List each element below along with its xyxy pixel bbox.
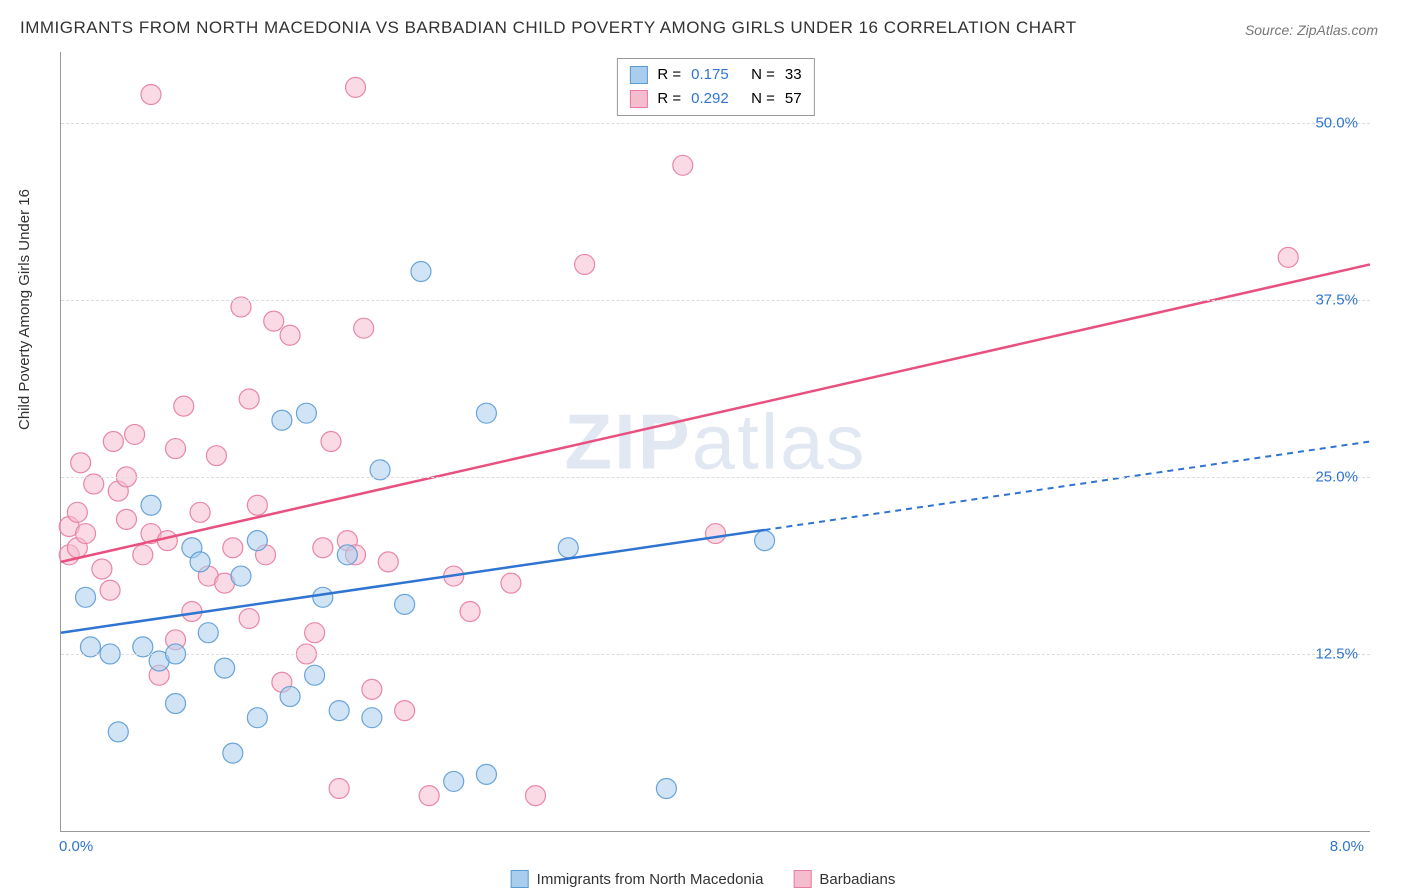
legend-stats-box: R = 0.175 N = 33 R = 0.292 N = 57 bbox=[616, 58, 814, 116]
legend-swatch-2 bbox=[629, 90, 647, 108]
legend-swatch-1 bbox=[629, 66, 647, 84]
legend-label-1: Immigrants from North Macedonia bbox=[537, 871, 764, 888]
y-tick-label: 50.0% bbox=[1315, 114, 1358, 131]
legend-swatch-icon bbox=[511, 870, 529, 888]
legend-bottom: Immigrants from North Macedonia Barbadia… bbox=[511, 870, 896, 888]
legend-item-1: Immigrants from North Macedonia bbox=[511, 870, 764, 888]
r-label: R = bbox=[657, 63, 681, 87]
x-tick-label: 0.0% bbox=[59, 838, 93, 855]
chart-plot-area: ZIPatlas R = 0.175 N = 33 R = 0.292 N = … bbox=[60, 52, 1370, 832]
source-attribution: Source: ZipAtlas.com bbox=[1245, 22, 1378, 38]
chart-title: IMMIGRANTS FROM NORTH MACEDONIA VS BARBA… bbox=[20, 18, 1077, 38]
n-value-2: 57 bbox=[785, 87, 802, 111]
r-value-1: 0.175 bbox=[691, 63, 741, 87]
n-value-1: 33 bbox=[785, 63, 802, 87]
legend-item-2: Barbadians bbox=[793, 870, 895, 888]
legend-label-2: Barbadians bbox=[819, 871, 895, 888]
n-label: N = bbox=[751, 87, 775, 111]
y-axis-label: Child Poverty Among Girls Under 16 bbox=[16, 189, 33, 430]
x-tick-label: 8.0% bbox=[1330, 838, 1364, 855]
legend-stats-row-2: R = 0.292 N = 57 bbox=[629, 87, 801, 111]
legend-stats-row-1: R = 0.175 N = 33 bbox=[629, 63, 801, 87]
legend-swatch-icon bbox=[793, 870, 811, 888]
n-label: N = bbox=[751, 63, 775, 87]
y-tick-label: 12.5% bbox=[1315, 645, 1358, 662]
r-label: R = bbox=[657, 87, 681, 111]
y-tick-label: 25.0% bbox=[1315, 468, 1358, 485]
scatter-plot-svg bbox=[61, 52, 1370, 831]
y-tick-label: 37.5% bbox=[1315, 291, 1358, 308]
r-value-2: 0.292 bbox=[691, 87, 741, 111]
